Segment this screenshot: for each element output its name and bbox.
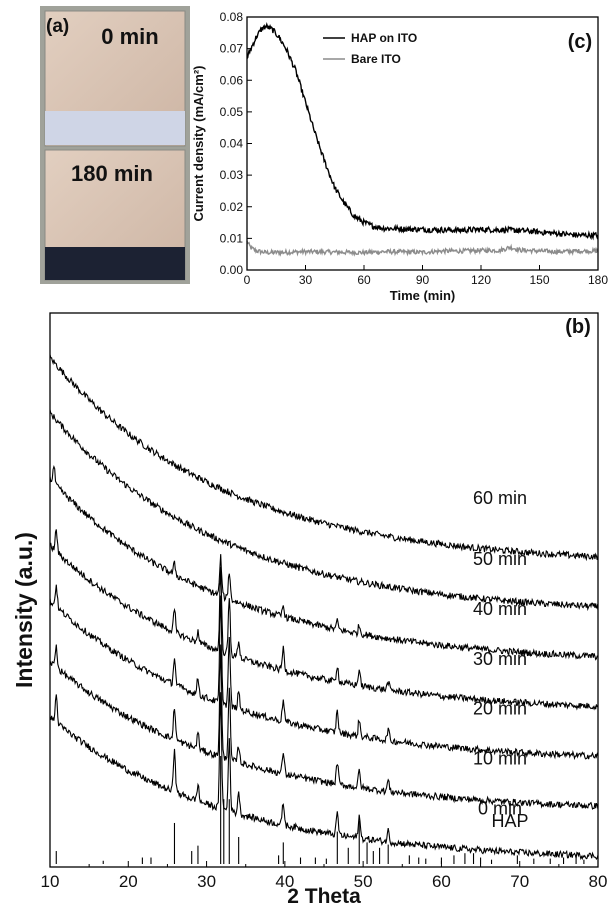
chart-c-ytick-label: 0.06 bbox=[220, 73, 244, 87]
chart-b-series-label-1: 50 min bbox=[473, 549, 527, 569]
chart-b-ylabel: Intensity (a.u.) bbox=[11, 532, 37, 688]
chart-c-ytick-label: 0.04 bbox=[220, 137, 244, 151]
sample-coating-0 bbox=[45, 111, 185, 145]
sample-time-label-0: 0 min bbox=[101, 24, 158, 49]
chart-b-reference-label: HAP bbox=[491, 811, 528, 831]
sample-coating-1 bbox=[45, 247, 185, 280]
chart-c-ytick-label: 0.01 bbox=[220, 231, 244, 245]
sample-time-label-1: 180 min bbox=[71, 161, 153, 186]
chart-c-ytick-label: 0.03 bbox=[220, 168, 244, 182]
panel-a-label: (a) bbox=[46, 16, 69, 37]
chart-c-xtick-label: 30 bbox=[299, 273, 313, 287]
chart-b-series-label-5: 10 min bbox=[473, 749, 527, 769]
chart-c-legend: HAP on ITO Bare ITO bbox=[323, 31, 417, 66]
chart-b-series-label-0: 60 min bbox=[473, 488, 527, 508]
chart-c-xtick-label: 60 bbox=[357, 273, 371, 287]
chart-xrd: 60 min 50 min 40 min 30 min 20 min 10 min 0 mi… bbox=[0, 305, 616, 908]
chart-b-frame bbox=[49, 312, 599, 868]
chart-b-series-label-3: 30 min bbox=[473, 649, 527, 669]
panel-c-label: (c) bbox=[568, 31, 592, 53]
chart-b-series-label-4: 20 min bbox=[473, 699, 527, 719]
chart-c-svg: 0.00 0.01 0.02 0.03 0.04 0.05 0.06 0.07 0.08 0 30 6… bbox=[191, 10, 608, 303]
chart-b-series-line-5 bbox=[49, 644, 599, 810]
chart-b-xtick-label: 50 bbox=[354, 872, 373, 891]
chart-c-legend-label-0: HAP on ITO bbox=[351, 31, 417, 45]
chart-c-ytick-label: 0.08 bbox=[220, 10, 244, 24]
chart-c-xtick-label: 120 bbox=[471, 273, 491, 287]
chart-c-axes: 0.00 0.01 0.02 0.03 0.04 0.05 0.06 0.07 0.08 0 30 6… bbox=[191, 10, 608, 303]
chart-b-series-line-3 bbox=[50, 529, 599, 711]
chart-b-series-line-6 bbox=[49, 692, 599, 861]
chart-c-series-group bbox=[246, 21, 599, 257]
chart-b-axes: 10 20 30 40 50 60 70 80 2 Theta Intensity (a.u.) bbox=[11, 312, 608, 908]
chart-b-series-label-6: 0 min bbox=[478, 798, 522, 818]
panel-b-label: (b) bbox=[565, 316, 591, 338]
chart-b-series-line-4 bbox=[49, 584, 599, 761]
chart-c-xtick-label: 0 bbox=[244, 273, 251, 287]
chart-c-xlabel: Time (min) bbox=[390, 288, 456, 303]
chart-b-series-line-2 bbox=[49, 465, 599, 661]
chart-c-series-line-1 bbox=[246, 240, 599, 257]
chart-c-ylabel: Current density (mA/cm²) bbox=[191, 65, 206, 221]
chart-b-series-line-0 bbox=[49, 354, 599, 562]
sample-photos: (a) 0 min 180 min bbox=[40, 6, 190, 284]
chart-c-ytick-label: 0.02 bbox=[220, 200, 244, 214]
chart-b-series-label-2: 40 min bbox=[473, 599, 527, 619]
chart-c-xtick-label: 150 bbox=[529, 273, 549, 287]
chart-c-xtick-label: 90 bbox=[416, 273, 430, 287]
chart-current-density: 0.00 0.01 0.02 0.03 0.04 0.05 0.06 0.07 0.08 0 30 6… bbox=[190, 0, 610, 305]
chart-c-ytick-label: 0.07 bbox=[220, 42, 244, 56]
chart-b-xtick-label: 10 bbox=[41, 872, 60, 891]
chart-b-xtick-label: 80 bbox=[589, 872, 608, 891]
chart-b-svg: 60 min 50 min 40 min 30 min 20 min 10 min 0 mi… bbox=[11, 312, 608, 908]
chart-c-xtick-label: 180 bbox=[588, 273, 608, 287]
chart-b-series-group: 60 min 50 min 40 min 30 min 20 min 10 min 0 mi… bbox=[49, 354, 599, 864]
chart-b-xtick-label: 60 bbox=[432, 872, 451, 891]
chart-b-xtick-label: 20 bbox=[119, 872, 138, 891]
chart-c-ytick-label: 0.05 bbox=[220, 105, 244, 119]
chart-b-xtick-label: 30 bbox=[197, 872, 216, 891]
sample-photos-panel: (a) 0 min 180 min bbox=[40, 6, 190, 284]
chart-b-xtick-label: 70 bbox=[510, 872, 529, 891]
chart-b-xtick-label: 40 bbox=[275, 872, 294, 891]
chart-c-series-line-0 bbox=[246, 21, 599, 241]
chart-b-xlabel: 2 Theta bbox=[287, 885, 361, 903]
chart-b-series-line-1 bbox=[49, 409, 599, 612]
chart-c-ytick-label: 0.00 bbox=[220, 263, 244, 277]
chart-c-legend-label-1: Bare ITO bbox=[351, 52, 401, 66]
